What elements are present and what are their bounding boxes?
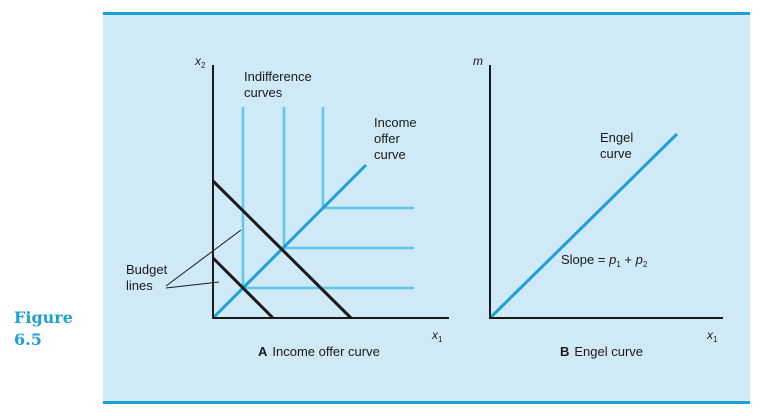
figure-label: Figure 6.5	[14, 307, 73, 351]
budget-label-line2: lines	[126, 278, 153, 293]
panel-b-x-axis-label: x1	[706, 328, 718, 344]
indifference-label-line1: Indifference	[244, 69, 312, 84]
engel-label-line2: curve	[600, 146, 632, 161]
panel-b-caption: B Engel curve	[560, 344, 643, 359]
slope-label: Slope = p1 + p2	[561, 252, 648, 269]
engel-label-line1: Engel	[600, 130, 633, 145]
panel-a-caption: A Income offer curve	[258, 344, 380, 359]
figure-panel: x2 x1 Indifference curves Income offer c…	[103, 12, 750, 404]
offer-curve-label-line3: curve	[374, 147, 406, 162]
panel-b-y-axis-label: m	[473, 54, 483, 68]
panel-a-y-axis-label: x2	[194, 54, 206, 70]
budget-line-1	[211, 256, 275, 320]
indifference-label-line2: curves	[244, 85, 283, 100]
panel-b: m x1 Engel curve Slope = p1 + p2 B Engel …	[473, 54, 723, 359]
engel-curve	[488, 132, 679, 320]
panel-a-x-axis-label: x1	[431, 328, 443, 344]
income-offer-curve	[211, 163, 368, 320]
figure-number: 6.5	[14, 330, 42, 349]
offer-curve-label-line1: Income	[374, 115, 417, 130]
budget-pointer-upper	[165, 229, 242, 287]
panel-a: x2 x1 Indifference curves Income offer c…	[126, 54, 449, 359]
budget-label-line1: Budget	[126, 262, 168, 277]
diagram-svg: x2 x1 Indifference curves Income offer c…	[126, 54, 723, 359]
offer-curve-label-line2: offer	[374, 131, 400, 146]
budget-pointer-lower	[165, 281, 220, 289]
figure-word: Figure	[14, 308, 73, 327]
budget-line-2	[211, 179, 353, 320]
